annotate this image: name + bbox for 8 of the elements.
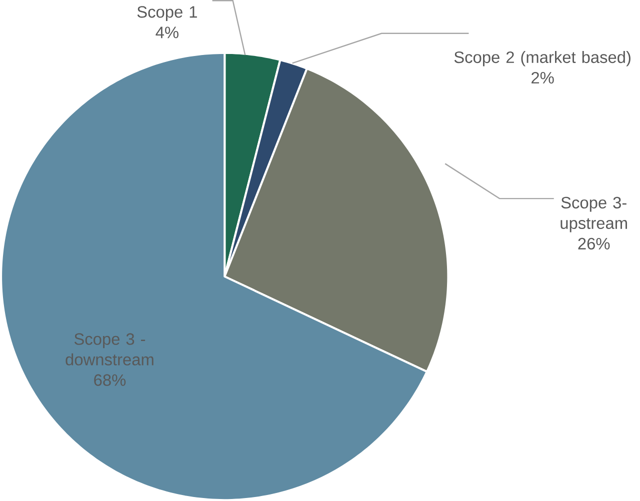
data-label: 2% — [532, 72, 554, 84]
data-label: 68% — [94, 374, 126, 386]
slice-label: Scope 3 - downstream — [66, 333, 154, 366]
data-label: 4% — [156, 26, 178, 38]
slice-label: Scope 1 — [137, 6, 197, 21]
slice-label: Scope 3- upstream — [560, 196, 627, 232]
slice-label: Scope 2 (market based) — [454, 50, 630, 66]
data-label: 26% — [578, 238, 610, 250]
